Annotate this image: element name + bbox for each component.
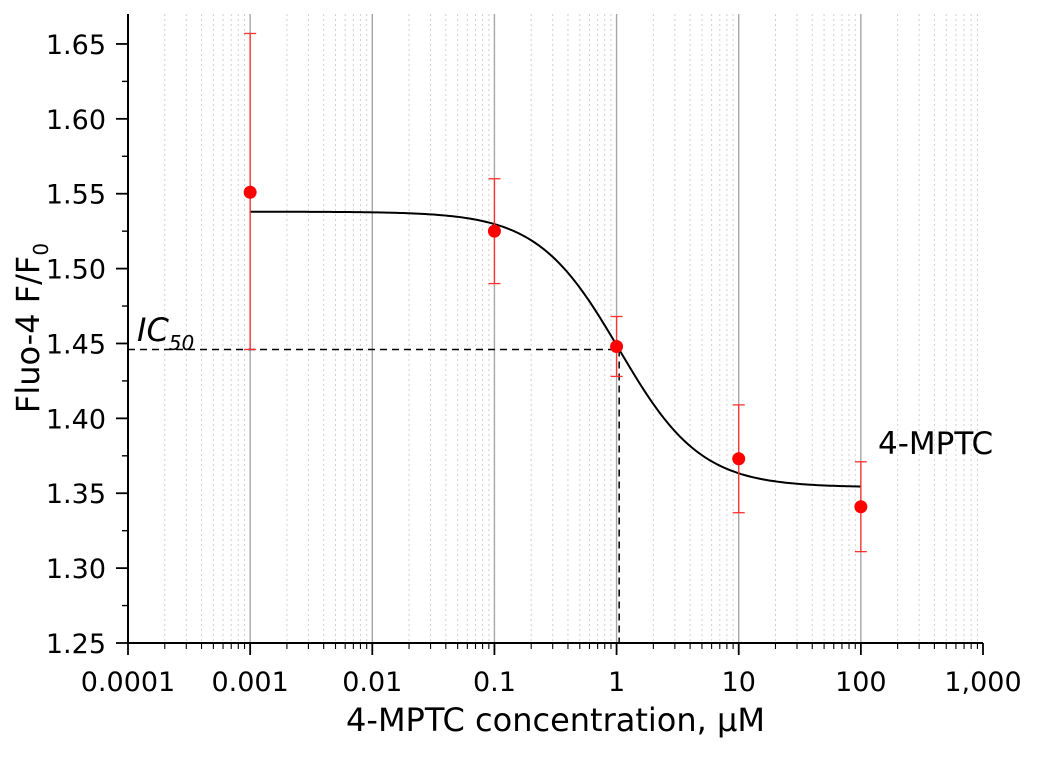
- data-point: [732, 452, 746, 466]
- y-tick-label: 1.35: [46, 479, 106, 510]
- ic50-label: IC50: [137, 311, 194, 355]
- data-point-layer: [243, 185, 868, 514]
- y-axis-title: Fluo-4 F/F0: [9, 243, 53, 413]
- data-point: [487, 224, 501, 238]
- x-tick-label: 0.001: [211, 667, 288, 698]
- data-point: [610, 339, 624, 353]
- x-tick-label: 0.1: [473, 667, 516, 698]
- x-tick-label: 0.0001: [81, 667, 175, 698]
- ic50-label-subscript: 50: [169, 331, 194, 355]
- x-tick-label: 100: [835, 667, 887, 698]
- y-tick-label: 1.50: [46, 255, 106, 286]
- fit-curve: [250, 210, 861, 488]
- series-annotation-label: 4-MPTC: [878, 426, 993, 462]
- y-tick-label: 1.25: [46, 629, 106, 660]
- x-tick-label: 1,000: [944, 667, 1021, 698]
- y-tick-label: 1.55: [46, 180, 106, 211]
- y-tick-label: 1.45: [46, 329, 106, 360]
- x-tick-label: 1: [608, 667, 625, 698]
- y-tick-label: 1.40: [46, 404, 106, 435]
- y-tick-label: 1.60: [46, 105, 106, 136]
- x-tick-label: 0.01: [342, 667, 402, 698]
- axis-layer: [116, 14, 984, 655]
- label-layer: 1.25 1.30 1.35 1.40 1.45 1.50 1.55 1.60 1.65 0.00…: [9, 30, 1022, 739]
- x-axis-title: 4-MPTC concentration, μM: [346, 701, 765, 739]
- y-tick-label: 1.30: [46, 554, 106, 585]
- y-axis-title-subscript: 0: [29, 243, 53, 256]
- data-point: [243, 185, 257, 199]
- data-point: [854, 500, 868, 514]
- y-axis-title-main: Fluo-4 F/F: [9, 256, 47, 413]
- ic50-label-main: IC: [137, 311, 169, 349]
- ic50-reference-layer: [128, 348, 620, 643]
- fit-curve-layer: [250, 210, 861, 488]
- y-tick-label: 1.65: [46, 30, 106, 61]
- x-tick-label: 10: [722, 667, 756, 698]
